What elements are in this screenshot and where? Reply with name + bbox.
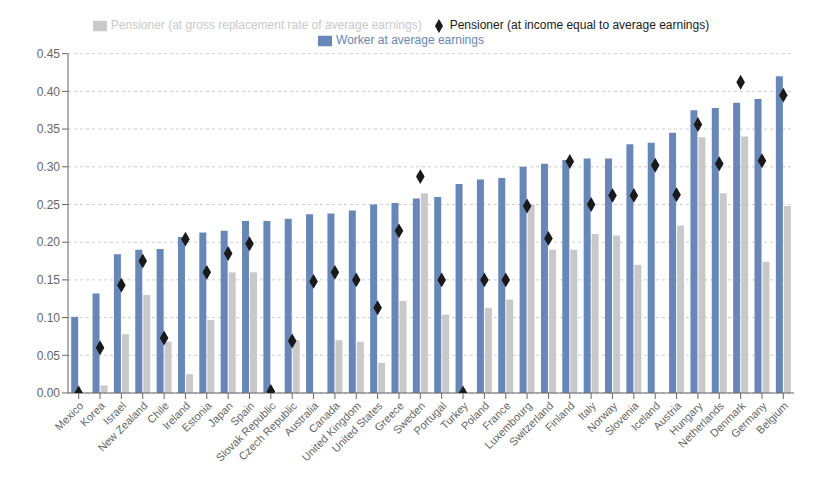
svg-text:Iceland: Iceland bbox=[628, 399, 663, 433]
svg-text:0.40: 0.40 bbox=[37, 85, 61, 99]
svg-text:Canada: Canada bbox=[306, 399, 342, 436]
svg-text:Greece: Greece bbox=[371, 399, 406, 434]
svg-text:0.45: 0.45 bbox=[37, 47, 61, 61]
html-text:Pensioner (at gross replacemen: Pensioner (at gross replacement rate of … bbox=[110, 18, 422, 32]
svg-text:Japan: Japan bbox=[205, 399, 235, 429]
svg-text:Ireland: Ireland bbox=[160, 399, 193, 432]
svg-text:Mexico: Mexico bbox=[52, 399, 86, 433]
svg-text:Slovenia: Slovenia bbox=[602, 399, 641, 438]
svg-text:Spain: Spain bbox=[228, 399, 257, 428]
svg-text:Norway: Norway bbox=[584, 399, 620, 435]
svg-text:United States: United States bbox=[329, 399, 385, 455]
svg-text:Turkey: Turkey bbox=[438, 399, 470, 432]
svg-text:Denmark: Denmark bbox=[707, 399, 748, 440]
svg-text:Luxembourg: Luxembourg bbox=[482, 399, 534, 452]
svg-text:Switzerland: Switzerland bbox=[506, 399, 556, 449]
svg-text:Slovak Republic: Slovak Republic bbox=[213, 399, 278, 464]
svg-text:Germany: Germany bbox=[728, 399, 769, 440]
svg-text:Estonia: Estonia bbox=[179, 399, 214, 434]
html-text:Worker at average earnings: Worker at average earnings bbox=[336, 32, 484, 47]
svg-text:Netherlands: Netherlands bbox=[675, 399, 727, 450]
svg-text:0.35: 0.35 bbox=[37, 122, 61, 136]
svg-text:Korea: Korea bbox=[78, 399, 108, 429]
svg-text:Chile: Chile bbox=[144, 399, 171, 426]
svg-text:Belgium: Belgium bbox=[754, 399, 791, 436]
svg-text:Israel: Israel bbox=[100, 399, 129, 427]
svg-text:0.15: 0.15 bbox=[37, 273, 61, 287]
svg-text:0.05: 0.05 bbox=[37, 349, 61, 363]
svg-text:United Kingdom: United Kingdom bbox=[299, 399, 364, 464]
html-text:Pensioner (at income equal to: Pensioner (at income equal to average ea… bbox=[449, 18, 710, 32]
svg-text:Czech Republic: Czech Republic bbox=[236, 399, 300, 463]
svg-text:Finland: Finland bbox=[543, 399, 577, 433]
svg-text:France: France bbox=[480, 399, 513, 433]
svg-text:0.30: 0.30 bbox=[37, 160, 61, 174]
svg-text:Portugal: Portugal bbox=[411, 399, 449, 437]
svg-text:Italy: Italy bbox=[575, 399, 599, 423]
svg-text:0.20: 0.20 bbox=[37, 235, 61, 249]
svg-text:Australia: Australia bbox=[281, 399, 321, 439]
svg-text:Austria: Austria bbox=[650, 399, 684, 433]
svg-text:0.25: 0.25 bbox=[37, 198, 61, 212]
svg-text:Poland: Poland bbox=[458, 399, 492, 433]
svg-text:0.10: 0.10 bbox=[37, 311, 61, 325]
svg-text:Hungary: Hungary bbox=[667, 399, 705, 438]
svg-text:Sweden: Sweden bbox=[390, 399, 428, 437]
svg-text:0.00: 0.00 bbox=[37, 386, 61, 400]
svg-text:New Zealand: New Zealand bbox=[95, 399, 149, 453]
